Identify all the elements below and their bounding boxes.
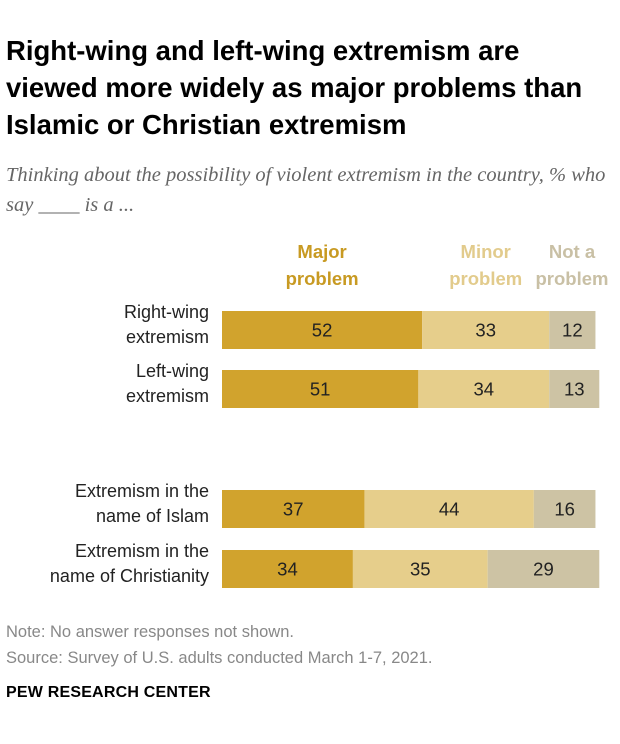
value-label-major-row2: 51 (310, 379, 331, 400)
bar-major-row4 (222, 550, 353, 588)
legend-major-problem-line1: Major (297, 241, 346, 262)
bar-not-row2 (549, 370, 600, 408)
legend-not-problem-line2: problem (536, 268, 609, 289)
value-label-not-row1: 12 (562, 320, 583, 341)
value-label-major-row1: 52 (312, 320, 333, 341)
value-label-major-row3: 37 (283, 499, 304, 520)
value-label-minor-row1: 33 (475, 320, 496, 341)
legend-minor-problem-line2: problem (449, 268, 522, 289)
bar-major-row2 (222, 370, 419, 408)
bar-not-row1 (549, 311, 596, 349)
note-text: Note: No answer responses not shown. (6, 623, 294, 641)
category-label-2-line2: extremism (126, 386, 209, 406)
category-label-4-line1: Extremism in the (75, 541, 209, 561)
bar-minor-row4 (352, 550, 488, 588)
bar-not-row4 (487, 550, 600, 588)
category-label-4-line2: name of Christianity (50, 566, 209, 586)
bars: 52 33 12 51 34 13 37 44 16 34 35 29 (222, 311, 600, 588)
value-label-minor-row3: 44 (439, 499, 460, 520)
bar-minor-row2 (418, 370, 550, 408)
chart-title: Right-wing and left-wing extremism are v… (6, 35, 583, 140)
pew-logo-text: PEW RESEARCH CENTER (6, 684, 211, 701)
source-text: Source: Survey of U.S. adults conducted … (6, 649, 433, 667)
bar-minor-row1 (422, 311, 550, 349)
bar-minor-row3 (364, 490, 534, 528)
value-label-major-row4: 34 (277, 559, 298, 580)
legend-major-problem-line2: problem (286, 268, 359, 289)
value-label-minor-row2: 34 (474, 379, 495, 400)
category-label-1-line1: Right-wing (124, 302, 209, 322)
category-label-2-line1: Left-wing (136, 361, 209, 381)
value-label-minor-row4: 35 (410, 559, 431, 580)
bar-not-row3 (533, 490, 596, 528)
category-labels: Right-wing extremism Left-wing extremism Ext… (50, 302, 209, 586)
category-label-3-line1: Extremism in the (75, 481, 209, 501)
value-label-not-row2: 13 (564, 379, 585, 400)
bar-major-row1 (222, 311, 423, 349)
value-label-not-row3: 16 (554, 499, 575, 520)
legend-headers: Major problem Minor problem Not a problem (286, 241, 609, 289)
category-label-1-line2: extremism (126, 327, 209, 347)
bar-major-row3 (222, 490, 365, 528)
stacked-bar-chart: Major problem Minor problem Not a problem Rig… (50, 241, 609, 588)
chart-subtitle: Thinking about the possibility of violen… (6, 164, 606, 216)
legend-minor-problem-line1: Minor (461, 241, 511, 262)
value-label-not-row4: 29 (533, 559, 554, 580)
legend-not-problem-line1: Not a (549, 241, 596, 262)
category-label-3-line2: name of Islam (96, 506, 209, 526)
